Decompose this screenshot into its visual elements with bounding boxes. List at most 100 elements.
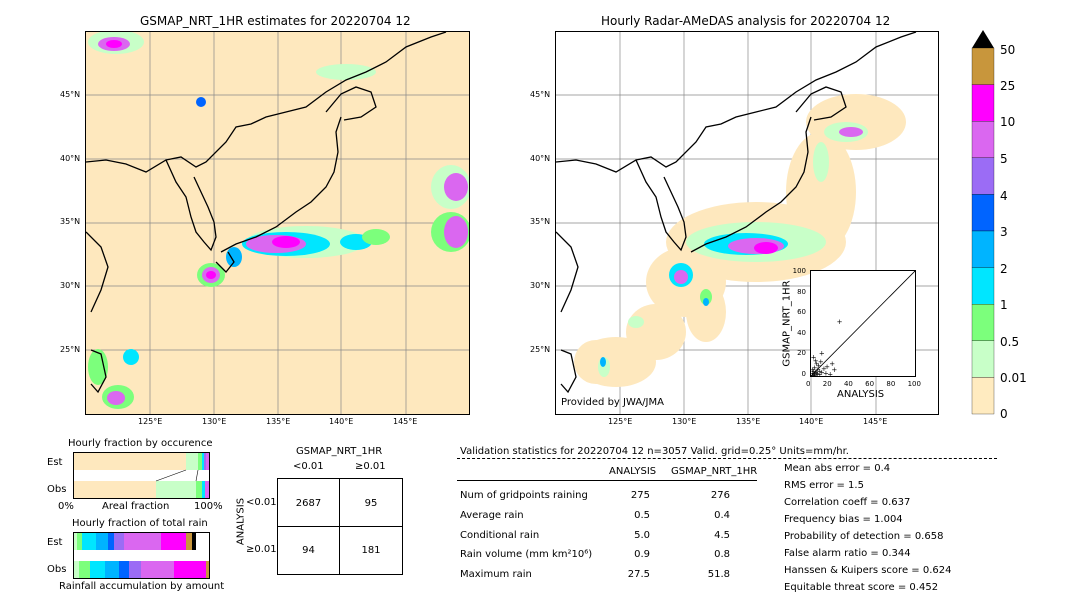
stat-gsmap: 0.4 bbox=[714, 510, 730, 521]
left-lat-25: 25°N bbox=[60, 345, 81, 354]
scatter-point: + bbox=[812, 370, 818, 376]
colorbar-swatch bbox=[971, 47, 995, 85]
stat-gsmap: 0.8 bbox=[714, 549, 730, 560]
left-lat-30: 30°N bbox=[60, 281, 81, 290]
scatter-x-ticks: 0 20 40 60 80 100 bbox=[806, 380, 921, 388]
scatter-point: + bbox=[837, 318, 843, 326]
occurrence-axis-right: 100% bbox=[194, 501, 223, 512]
cell-fn: 94 bbox=[302, 545, 315, 556]
validation-divider bbox=[457, 458, 997, 459]
scatter-point: + bbox=[819, 349, 825, 357]
right-lat-40: 40°N bbox=[530, 154, 551, 163]
colorbar-canvas bbox=[971, 30, 995, 415]
occurrence-bars bbox=[73, 452, 210, 499]
scatter-point: + bbox=[811, 369, 816, 376]
occurrence-axis-mid: Areal fraction bbox=[102, 501, 170, 512]
cell-fp: 95 bbox=[364, 498, 378, 509]
right-map-title: Hourly Radar-AMeDAS analysis for 2022070… bbox=[601, 14, 891, 28]
right-lon-135: 135°E bbox=[736, 417, 761, 426]
left-map-canvas bbox=[86, 32, 469, 414]
stat-gsmap: 4.5 bbox=[714, 530, 730, 541]
colorbar-swatch bbox=[971, 230, 995, 268]
scatter-point: + bbox=[817, 367, 823, 375]
col-analysis: ANALYSIS bbox=[609, 466, 657, 477]
rain-fraction-caption: Rainfall accumulation by amount bbox=[59, 581, 225, 592]
cbar-label: 0 bbox=[1000, 407, 1008, 421]
score: RMS error = 1.5 bbox=[784, 480, 864, 491]
y-tick: 0 bbox=[801, 369, 806, 378]
left-lon-125: 125°E bbox=[138, 417, 163, 426]
cbar-label: 5 bbox=[1000, 152, 1008, 166]
colorbar-swatch bbox=[971, 304, 995, 341]
occurrence-axis-left: 0% bbox=[58, 501, 74, 512]
occurrence-row-est: Est bbox=[47, 457, 63, 468]
colorbar-swatch bbox=[971, 121, 995, 158]
left-lat-40: 40°N bbox=[60, 154, 81, 163]
scatter-plot: + + + + + + + + + + + + + + + + + + + + + + + + + + + + bbox=[810, 270, 916, 379]
contingency-row-lt: <0.01 bbox=[246, 497, 277, 508]
contingency-col-ge: ≥0.01 bbox=[355, 461, 386, 472]
right-lon-125: 125°E bbox=[608, 417, 633, 426]
right-map-canvas bbox=[556, 32, 938, 414]
scatter-point: + bbox=[824, 363, 830, 371]
right-coastline bbox=[556, 32, 917, 394]
stat-analysis: 275 bbox=[630, 490, 650, 501]
scatter-point: + bbox=[819, 368, 825, 376]
col-gsmap: GSMAP_NRT_1HR bbox=[671, 466, 758, 477]
cbar-label: 50 bbox=[1000, 43, 1016, 57]
scatter-point: + bbox=[811, 354, 817, 362]
occurrence-row-obs: Obs bbox=[47, 484, 67, 495]
rain-fraction-title: Hourly fraction of total rain bbox=[72, 518, 208, 529]
colorbar-swatch bbox=[971, 377, 995, 415]
left-lat-35: 35°N bbox=[60, 217, 81, 226]
y-tick: 20 bbox=[797, 349, 806, 357]
stat-label: Average rain bbox=[460, 510, 524, 521]
cbar-label: 25 bbox=[1000, 79, 1016, 93]
cbar-label: 10 bbox=[1000, 115, 1016, 129]
contingency-col-lt: <0.01 bbox=[293, 461, 324, 472]
cbar-label: 0.01 bbox=[1000, 371, 1027, 385]
x-tick: 100 bbox=[907, 380, 921, 388]
colorbar bbox=[971, 30, 995, 415]
right-rain-field bbox=[598, 122, 868, 377]
stat-label: Conditional rain bbox=[460, 530, 540, 541]
cbar-label: 3 bbox=[1000, 225, 1008, 239]
left-lon-135: 135°E bbox=[266, 417, 291, 426]
scatter-xlabel: ANALYSIS bbox=[837, 389, 885, 400]
scatter-y-ticks: 100 80 60 40 20 0 bbox=[790, 266, 806, 379]
colorbar-swatch bbox=[971, 340, 995, 378]
scatter-point: + bbox=[816, 362, 822, 370]
right-lat-45: 45°N bbox=[530, 90, 551, 99]
y-tick: 80 bbox=[797, 287, 806, 296]
y-tick: 60 bbox=[797, 308, 806, 316]
stat-label: Num of gridpoints raining bbox=[460, 490, 588, 501]
x-tick: 60 bbox=[865, 380, 875, 388]
table-rule bbox=[457, 480, 757, 481]
scatter-ylabel: GSMAP_NRT_1HR bbox=[781, 280, 793, 367]
stat-analysis: 0.5 bbox=[634, 510, 650, 521]
x-tick: 20 bbox=[822, 380, 832, 388]
score: Correlation coeff = 0.637 bbox=[784, 497, 911, 508]
scatter-point: + bbox=[829, 360, 835, 368]
colorbar-swatch bbox=[971, 84, 995, 122]
score: Probability of detection = 0.658 bbox=[784, 531, 944, 542]
contingency-table: 2687 95 94 181 bbox=[277, 478, 403, 575]
rain-fraction-row-est: Est bbox=[47, 537, 63, 548]
left-lat-45: 45°N bbox=[60, 90, 81, 99]
scatter-point: + bbox=[813, 368, 819, 376]
left-map-title: GSMAP_NRT_1HR estimates for 20220704 12 bbox=[140, 14, 411, 28]
scatter-point: + bbox=[815, 370, 821, 376]
stat-label: Maximum rain bbox=[460, 569, 532, 580]
scatter-point: + bbox=[813, 357, 819, 365]
score: Equitable threat score = 0.452 bbox=[784, 582, 939, 593]
right-lon-145: 145°E bbox=[863, 417, 888, 426]
scatter-point: + bbox=[812, 364, 818, 372]
scatter-point: + bbox=[811, 366, 816, 374]
rain-fraction-canvas bbox=[74, 533, 209, 578]
x-tick: 80 bbox=[886, 380, 896, 388]
scatter-point: + bbox=[827, 370, 833, 376]
colorbar-swatch bbox=[971, 157, 995, 195]
scatter-point: + bbox=[814, 360, 820, 368]
score: False alarm ratio = 0.344 bbox=[784, 548, 911, 559]
radar-credit: Provided by JWA/JMA bbox=[561, 397, 664, 408]
